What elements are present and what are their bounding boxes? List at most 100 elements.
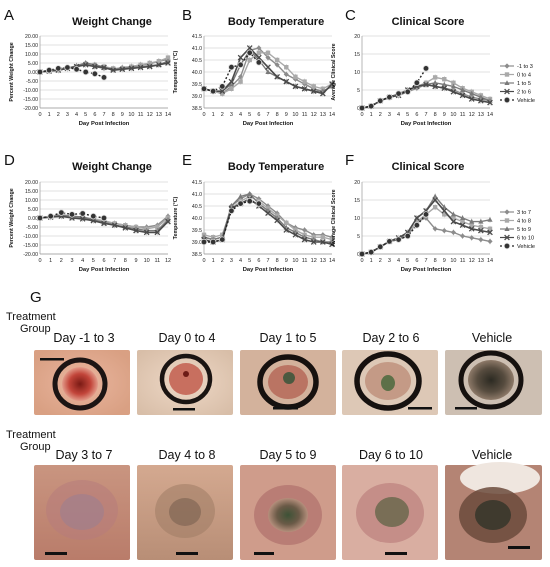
x-tick-label: 0 — [38, 258, 41, 264]
x-tick-label: 13 — [320, 258, 326, 264]
data-point — [329, 241, 335, 248]
data-point — [165, 218, 171, 225]
photo-title-r2-1: Day 3 to 7 — [56, 448, 113, 462]
x-tick-label: 12 — [311, 258, 317, 264]
data-point — [284, 220, 289, 225]
wound-photo-r1-1 — [34, 350, 130, 415]
x-tick-label: 12 — [469, 258, 475, 264]
data-point — [358, 104, 366, 112]
legend-marker — [504, 80, 510, 85]
x-axis-label: Day Post Infection — [401, 121, 452, 127]
chart-weight-change-bottom: Weight Change -20.00 -15.00 -10.00 -5.00 0.00… — [9, 161, 171, 273]
group-label-row1-line1: Treatment — [6, 311, 56, 323]
data-point — [442, 77, 447, 82]
data-point — [423, 81, 429, 88]
y-tick-label: 0.00 — [28, 70, 38, 76]
legend-marker — [503, 96, 511, 104]
data-point — [367, 248, 375, 256]
data-point — [58, 209, 65, 216]
data-point — [246, 45, 253, 51]
legend-label: Vehicle — [517, 244, 535, 250]
data-point — [432, 226, 438, 232]
data-point — [386, 93, 393, 101]
panel-letter-g: G — [30, 289, 42, 306]
data-point — [246, 197, 253, 205]
x-tick-label: 13 — [478, 112, 484, 118]
y-tick-label: 15 — [354, 198, 360, 204]
y-tick-label: 38.5 — [192, 252, 202, 258]
data-point — [432, 197, 439, 203]
x-tick-label: 9 — [285, 112, 288, 118]
y-tick-label: 41.5 — [192, 180, 202, 186]
x-tick-label: 4 — [397, 258, 400, 264]
x-tick-label: 11 — [154, 258, 160, 264]
chart-title: Body Temperature — [228, 16, 324, 28]
data-point — [319, 239, 326, 245]
data-point — [237, 193, 244, 199]
x-axis-label: Day Post Infection — [79, 121, 130, 127]
data-point — [200, 85, 208, 92]
photo-title-r1-3: Day 1 to 5 — [260, 331, 317, 345]
data-point — [329, 81, 335, 87]
data-point — [395, 236, 402, 243]
y-tick-label: 5 — [357, 88, 360, 94]
y-tick-label: 5.00 — [28, 61, 38, 67]
data-point — [441, 204, 447, 210]
data-point — [478, 218, 484, 224]
data-point — [143, 229, 150, 236]
x-tick-label: 11 — [460, 258, 466, 264]
y-axis-label: Average Clinical Score — [331, 189, 337, 246]
panel-letter-a: A — [4, 7, 14, 24]
photo-title-r2-2: Day 4 to 8 — [159, 448, 216, 462]
y-tick-label: 0 — [357, 252, 360, 258]
y-tick-label: -20.00 — [23, 106, 38, 112]
y-axis-label: Average Clinical Score — [331, 43, 337, 100]
x-tick-label: 7 — [424, 112, 427, 118]
data-point — [450, 218, 457, 225]
x-tick-label: 5 — [406, 258, 409, 264]
data-point — [155, 61, 162, 68]
data-point — [91, 63, 98, 70]
data-point — [36, 214, 44, 222]
data-point — [310, 239, 317, 245]
data-point — [45, 66, 53, 74]
y-tick-label: 15 — [354, 52, 360, 58]
y-tick-label: 38.5 — [192, 106, 202, 112]
y-tick-label: -5.00 — [26, 79, 38, 85]
photo-title-r2-4: Day 6 to 10 — [359, 448, 423, 462]
photo-title-r1-5: Vehicle — [472, 331, 512, 345]
data-point — [404, 232, 411, 240]
data-point — [165, 60, 171, 66]
x-tick-label: 2 — [379, 258, 382, 264]
x-axis-label: Day Post Infection — [401, 267, 452, 273]
y-tick-label: 10.00 — [25, 52, 38, 58]
data-point — [478, 237, 484, 243]
x-tick-label: 0 — [202, 258, 205, 264]
x-tick-label: 2 — [221, 258, 224, 264]
x-tick-label: 6 — [93, 112, 96, 118]
legend-marker — [504, 226, 510, 231]
data-point — [228, 207, 235, 214]
data-point — [101, 220, 107, 227]
x-axis-label: Day Post Infection — [79, 267, 130, 273]
data-point — [110, 67, 117, 74]
y-tick-label: -10.00 — [23, 88, 38, 94]
y-tick-label: 40.0 — [192, 70, 202, 76]
x-tick-label: 11 — [460, 112, 466, 118]
y-tick-label: 39.5 — [192, 82, 202, 88]
data-point — [274, 62, 280, 68]
data-point — [283, 78, 290, 85]
y-axis-label: Percent Weight Change — [9, 42, 15, 101]
legend-marker — [504, 72, 510, 77]
data-point — [256, 50, 262, 55]
data-point — [101, 64, 107, 71]
data-point — [377, 243, 384, 250]
x-tick-label: 2 — [57, 112, 60, 118]
x-tick-label: 8 — [434, 258, 437, 264]
data-point — [450, 229, 457, 235]
data-point — [274, 57, 280, 63]
chart-weight-change-top: Weight Change -20.00 -15.00 -10.00 -5.00 0.00… — [9, 16, 171, 127]
x-tick-label: 6 — [257, 112, 260, 118]
x-tick-label: 5 — [92, 258, 95, 264]
